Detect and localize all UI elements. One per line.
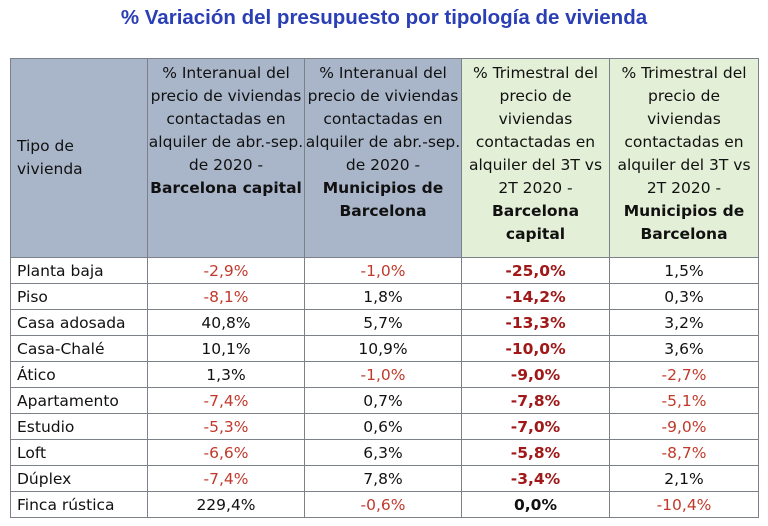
row-label: Piso: [10, 283, 148, 310]
header-bold: Barcelona capital: [150, 179, 302, 197]
cell-trimestral-municipios: -2,7%: [609, 361, 759, 388]
cell-trimestral-municipios: -8,7%: [609, 439, 759, 466]
page-title: % Variación del presupuesto por tipologí…: [120, 6, 648, 29]
cell-trimestral-municipios: -10,4%: [609, 491, 759, 518]
cell-trimestral-municipios: -5,1%: [609, 387, 759, 414]
cell-trimestral-municipios: -9,0%: [609, 413, 759, 440]
cell-interanual-bcn-capital: 229,4%: [147, 491, 305, 518]
cell-interanual-municipios: 5,7%: [304, 309, 462, 336]
cell-interanual-bcn-capital: -5,3%: [147, 413, 305, 440]
cell-trimestral-bcn-capital: -3,4%: [461, 465, 610, 492]
table-row: Finca rústica 229,4% -0,6% 0,0% -10,4%: [10, 491, 759, 518]
table-row: Casa-Chalé 10,1% 10,9% -10,0% 3,6%: [10, 335, 759, 362]
table-row: Estudio -5,3% 0,6% -7,0% -9,0%: [10, 413, 759, 440]
header-text: % Trimestral del precio de viviendas con…: [468, 64, 603, 197]
cell-interanual-bcn-capital: -2,9%: [147, 257, 305, 284]
header-bold: Barcelona capital: [491, 202, 580, 243]
table-row: Apartamento -7,4% 0,7% -7,8% -5,1%: [10, 387, 759, 414]
cell-interanual-municipios: 6,3%: [304, 439, 462, 466]
cell-interanual-bcn-capital: 10,1%: [147, 335, 305, 362]
cell-trimestral-municipios: 2,1%: [609, 465, 759, 492]
cell-trimestral-bcn-capital: -7,8%: [461, 387, 610, 414]
data-table: Tipo de vivienda % Interanual del precio…: [10, 58, 759, 518]
header-row: Tipo de vivienda % Interanual del precio…: [10, 58, 759, 258]
cell-trimestral-bcn-capital: -14,2%: [461, 283, 610, 310]
table-row: Planta baja -2,9% -1,0% -25,0% 1,5%: [10, 257, 759, 284]
row-label: Casa adosada: [10, 309, 148, 336]
row-label: Dúplex: [10, 465, 148, 492]
row-label: Ático: [10, 361, 148, 388]
cell-interanual-bcn-capital: -8,1%: [147, 283, 305, 310]
header-text: % Interanual del precio de viviendas con…: [148, 64, 304, 174]
cell-trimestral-municipios: 0,3%: [609, 283, 759, 310]
cell-trimestral-bcn-capital: -25,0%: [461, 257, 610, 284]
cell-trimestral-bcn-capital: -9,0%: [461, 361, 610, 388]
cell-interanual-municipios: -0,6%: [304, 491, 462, 518]
cell-trimestral-bcn-capital: 0,0%: [461, 491, 610, 518]
header-interanual-municipios: % Interanual del precio de viviendas con…: [304, 58, 462, 258]
header-trimestral-municipios: % Trimestral del precio de viviendas con…: [609, 58, 759, 258]
row-label: Finca rústica: [10, 491, 148, 518]
row-label: Casa-Chalé: [10, 335, 148, 362]
cell-trimestral-bcn-capital: -10,0%: [461, 335, 610, 362]
cell-interanual-municipios: 0,6%: [304, 413, 462, 440]
cell-trimestral-bcn-capital: -13,3%: [461, 309, 610, 336]
row-label: Planta baja: [10, 257, 148, 284]
cell-trimestral-municipios: 3,2%: [609, 309, 759, 336]
row-label: Estudio: [10, 413, 148, 440]
header-bold: Municipios de Barcelona: [322, 179, 444, 220]
header-tipo-label: Tipo de vivienda: [17, 137, 83, 178]
cell-interanual-municipios: -1,0%: [304, 257, 462, 284]
header-tipo: Tipo de vivienda: [10, 58, 148, 258]
table-row: Casa adosada 40,8% 5,7% -13,3% 3,2%: [10, 309, 759, 336]
cell-interanual-municipios: -1,0%: [304, 361, 462, 388]
table-row: Dúplex -7,4% 7,8% -3,4% 2,1%: [10, 465, 759, 492]
table-row: Loft -6,6% 6,3% -5,8% -8,7%: [10, 439, 759, 466]
cell-interanual-municipios: 0,7%: [304, 387, 462, 414]
header-text: % Interanual del precio de viviendas con…: [305, 64, 461, 174]
cell-trimestral-municipios: 3,6%: [609, 335, 759, 362]
cell-interanual-municipios: 7,8%: [304, 465, 462, 492]
cell-trimestral-municipios: 1,5%: [609, 257, 759, 284]
cell-interanual-bcn-capital: 1,3%: [147, 361, 305, 388]
table-row: Piso -8,1% 1,8% -14,2% 0,3%: [10, 283, 759, 310]
row-label: Apartamento: [10, 387, 148, 414]
cell-interanual-bcn-capital: 40,8%: [147, 309, 305, 336]
header-bold: Municipios de Barcelona: [623, 202, 745, 243]
cell-interanual-municipios: 10,9%: [304, 335, 462, 362]
header-trimestral-bcn-capital: % Trimestral del precio de viviendas con…: [461, 58, 610, 258]
cell-interanual-bcn-capital: -7,4%: [147, 465, 305, 492]
cell-interanual-municipios: 1,8%: [304, 283, 462, 310]
cell-trimestral-bcn-capital: -7,0%: [461, 413, 610, 440]
header-text: % Trimestral del precio de viviendas con…: [617, 64, 751, 197]
cell-trimestral-bcn-capital: -5,8%: [461, 439, 610, 466]
row-label: Loft: [10, 439, 148, 466]
cell-interanual-bcn-capital: -6,6%: [147, 439, 305, 466]
cell-interanual-bcn-capital: -7,4%: [147, 387, 305, 414]
header-interanual-bcn-capital: % Interanual del precio de viviendas con…: [147, 58, 305, 258]
table-row: Ático 1,3% -1,0% -9,0% -2,7%: [10, 361, 759, 388]
